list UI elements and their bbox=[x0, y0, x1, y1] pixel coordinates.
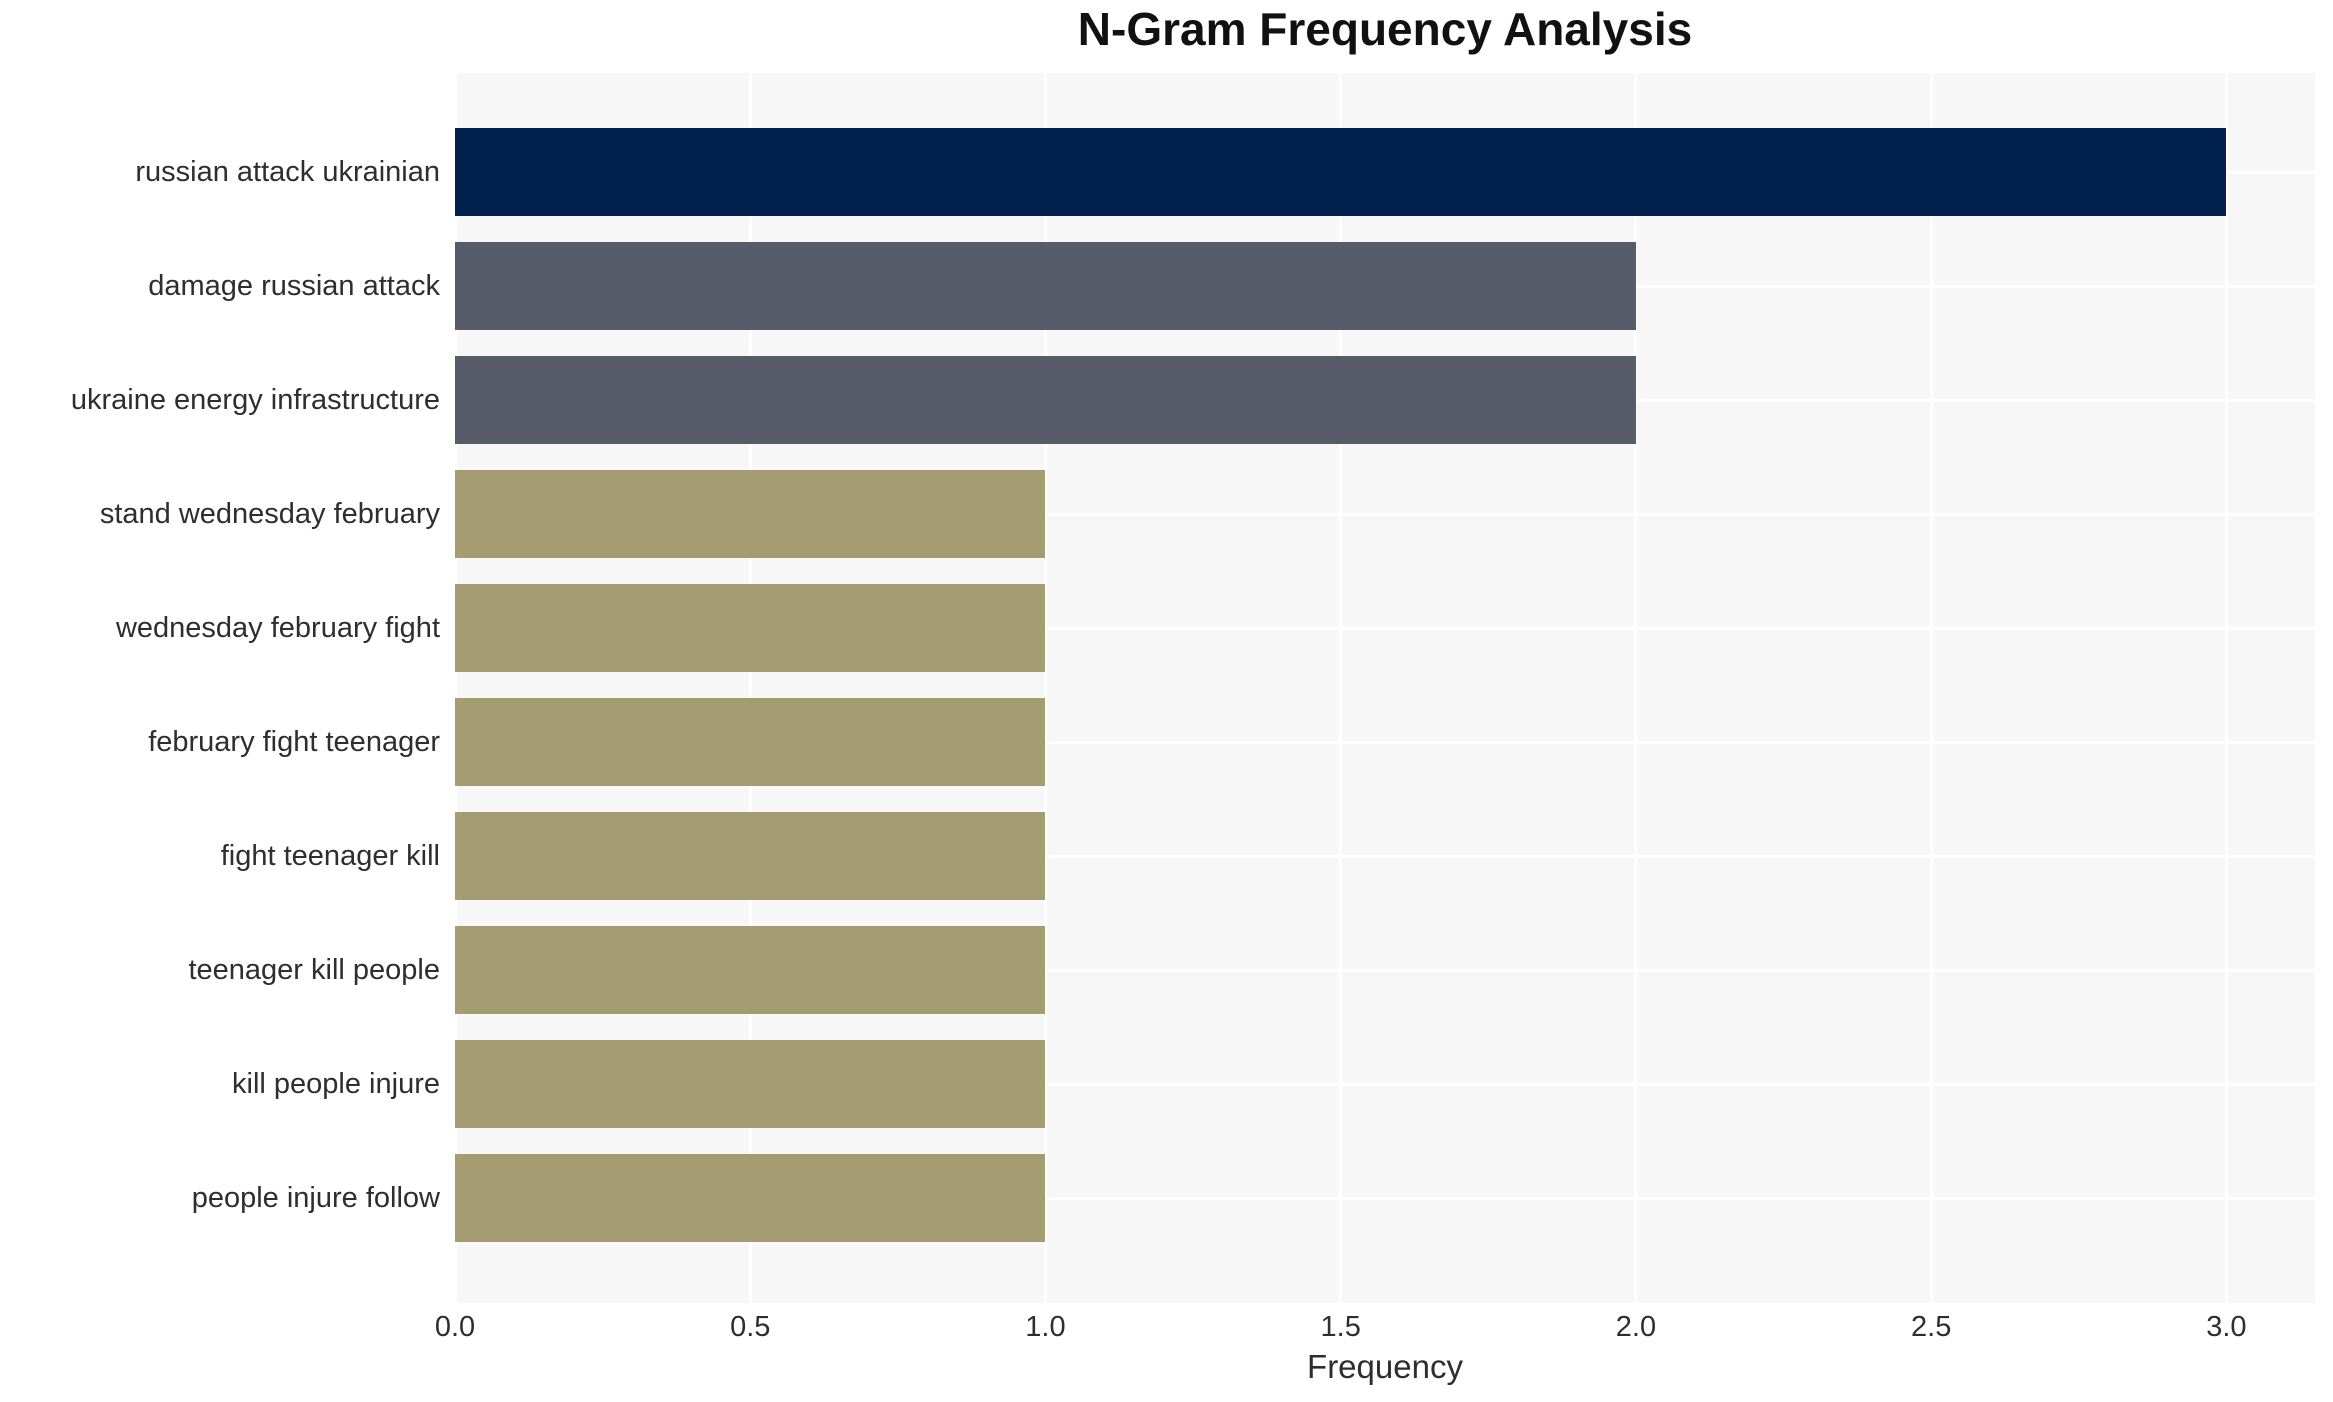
bar-russian-attack-ukrainian bbox=[455, 128, 2227, 216]
plot-area bbox=[455, 73, 2315, 1303]
x-tick-label: 0.5 bbox=[730, 1311, 771, 1343]
y-gridline bbox=[455, 968, 2315, 972]
y-tick-label: stand wednesday february bbox=[99, 498, 440, 530]
x-tick-label: 2.0 bbox=[1615, 1311, 1657, 1343]
y-tick-label: february fight teenager bbox=[148, 726, 440, 758]
bar-teenager-kill-people bbox=[455, 926, 1046, 1014]
bar-wednesday-february-fight bbox=[455, 584, 1046, 672]
y-gridline bbox=[455, 854, 2315, 858]
x-tick-label: 1.0 bbox=[1025, 1311, 1066, 1343]
y-tick-label: russian attack ukrainian bbox=[135, 156, 440, 188]
y-gridline bbox=[455, 1082, 2315, 1086]
y-tick-label: wednesday february fight bbox=[115, 612, 440, 644]
y-tick-label: damage russian attack bbox=[148, 270, 440, 302]
bar-people-injure-follow bbox=[455, 1154, 1046, 1242]
y-gridline bbox=[455, 512, 2315, 516]
x-tick-label: 2.5 bbox=[1911, 1311, 1952, 1343]
y-gridline bbox=[455, 740, 2315, 744]
x-gridline bbox=[1634, 73, 1638, 1303]
x-gridline bbox=[748, 73, 752, 1303]
x-gridline bbox=[2224, 73, 2228, 1303]
y-tick-label: teenager kill people bbox=[188, 954, 440, 986]
y-gridline bbox=[455, 1196, 2315, 1200]
x-gridline bbox=[455, 73, 457, 1303]
y-tick-label: ukraine energy infrastructure bbox=[70, 384, 440, 416]
y-gridline bbox=[455, 626, 2315, 630]
y-tick-label: people injure follow bbox=[191, 1182, 440, 1214]
y-tick-label: kill people injure bbox=[232, 1068, 440, 1100]
y-tick-label: fight teenager kill bbox=[220, 840, 440, 872]
chart-title: N-Gram Frequency Analysis bbox=[1077, 3, 1693, 55]
x-gridline bbox=[1339, 73, 1343, 1303]
x-tick-label: 0.0 bbox=[434, 1311, 476, 1343]
x-tick-label: 1.5 bbox=[1320, 1311, 1361, 1343]
bar-kill-people-injure bbox=[455, 1040, 1046, 1128]
bar-fight-teenager-kill bbox=[455, 812, 1046, 900]
bar-february-fight-teenager bbox=[455, 698, 1046, 786]
bar-stand-wednesday-february bbox=[455, 470, 1046, 558]
x-tick-label: 3.0 bbox=[2206, 1311, 2247, 1343]
x-gridline bbox=[1043, 73, 1047, 1303]
bar-damage-russian-attack bbox=[455, 242, 1636, 330]
x-gridline bbox=[1929, 73, 1933, 1303]
bar-ukraine-energy-infrastructure bbox=[455, 356, 1636, 444]
x-axis-title: Frequency bbox=[1307, 1348, 1463, 1385]
